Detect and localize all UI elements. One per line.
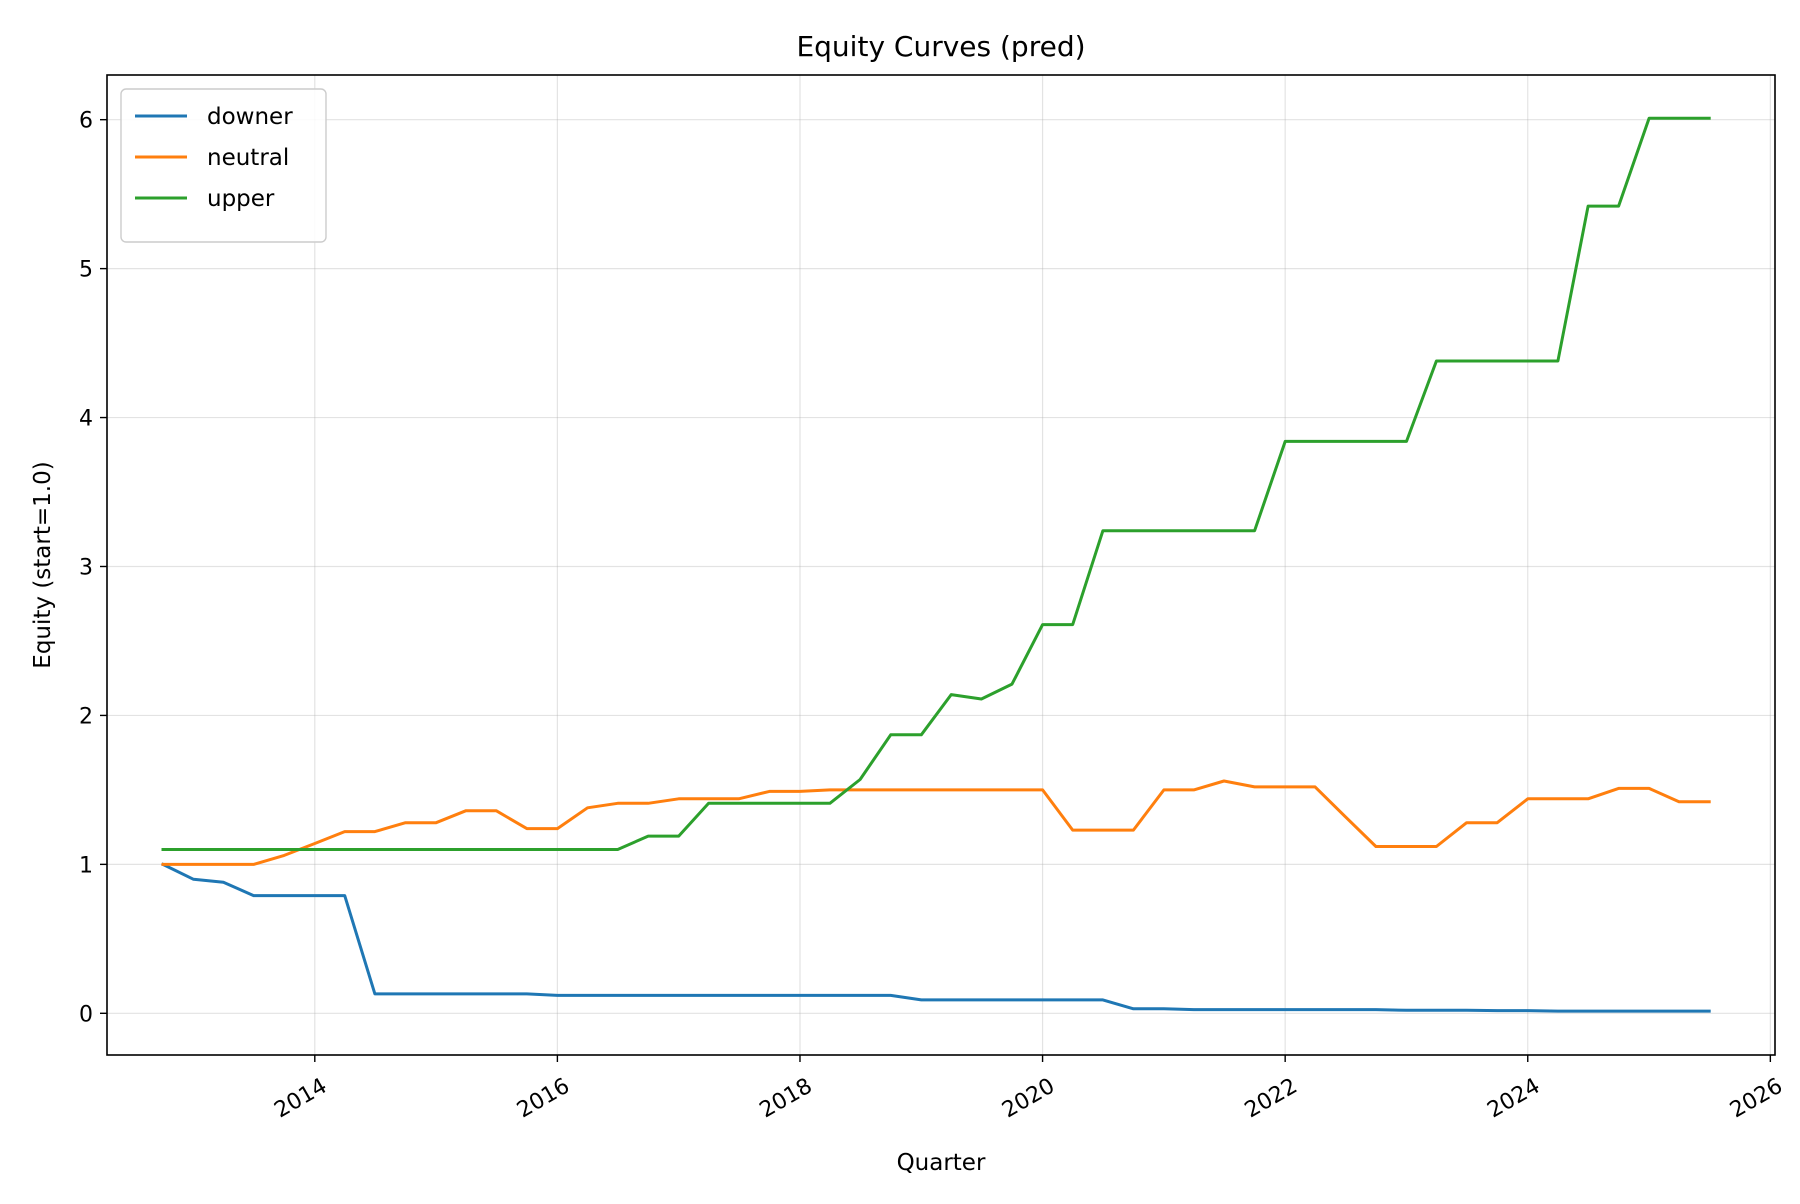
legend-label-neutral: neutral [207,145,289,171]
legend: downer neutral upper [120,88,327,243]
x-tick-label: 2024 [1483,1074,1544,1124]
axis-ticks: 0 1 2 3 4 5 6 2014 2016 2018 2020 2022 2024 2026 [79,109,1787,1124]
series-line-upper [161,116,1711,851]
grid [107,75,1775,1055]
y-tick-label: 0 [79,1002,93,1027]
y-tick-label: 2 [79,704,93,729]
y-tick-label: 4 [79,407,93,432]
y-tick-label: 3 [79,555,93,580]
x-tick-label: 2026 [1726,1074,1787,1124]
y-axis-label: Equity (start=1.0) [30,461,56,668]
x-tick-label: 2018 [756,1074,817,1124]
x-axis-label: Quarter [897,1150,986,1176]
y-tick-label: 1 [79,853,93,878]
x-tick-label: 2020 [998,1074,1059,1124]
series-line-downer [160,862,1711,1013]
x-tick-label: 2016 [513,1074,574,1124]
legend-box [120,88,327,243]
series-line-neutral [161,779,1711,866]
y-tick-label: 6 [79,109,93,134]
legend-label-downer: downer [207,104,293,130]
x-tick-label: 2022 [1241,1074,1302,1124]
series-lines [160,116,1711,1013]
x-tick-label: 2014 [270,1074,331,1124]
chart-title: Equity Curves (pred) [796,30,1085,63]
y-tick-label: 5 [79,258,93,283]
plot-frame [106,74,1776,1056]
legend-label-upper: upper [207,186,275,212]
